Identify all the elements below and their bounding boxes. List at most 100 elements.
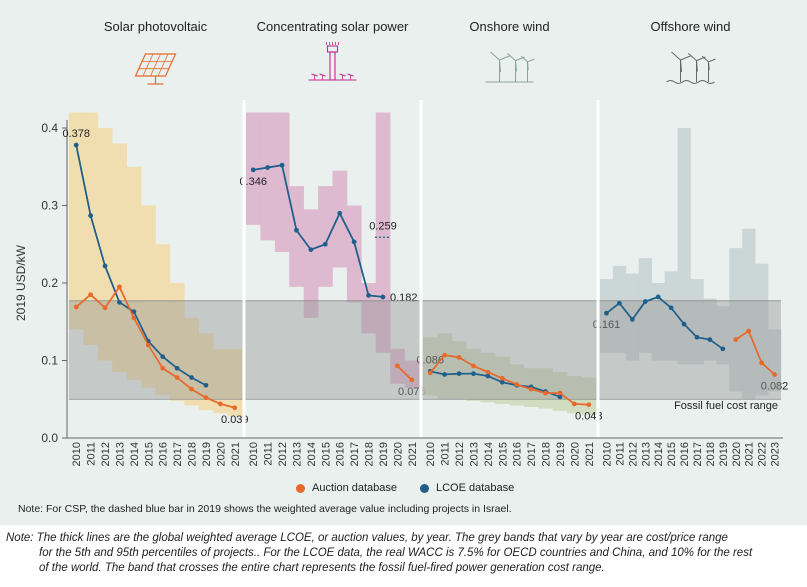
percentile-band-bar [651, 283, 665, 361]
lcoe-point-top [456, 371, 462, 376]
x-tick-label: 2010 [71, 442, 83, 466]
auction-point-top [733, 337, 739, 342]
lcoe-point-top [499, 379, 505, 385]
percentile-band-bar [581, 377, 597, 415]
lcoe-point-top [366, 293, 371, 298]
percentile-band-bar [346, 205, 362, 303]
x-tick-label: 2013 [468, 442, 480, 466]
y-tick-label: 0.4 [41, 121, 58, 135]
x-tick-label: 2014 [653, 442, 665, 466]
percentile-band-bar [600, 279, 614, 353]
lcoe-point-top [630, 317, 635, 322]
x-tick-label: 2018 [364, 442, 376, 466]
percentile-band-bar [112, 143, 127, 373]
percentile-band-bar [141, 205, 156, 388]
x-tick-label: 2015 [497, 442, 509, 466]
fossil-fuel-band [69, 300, 781, 400]
auction-point-top [131, 315, 137, 321]
auction-point-top [471, 363, 476, 369]
x-tick-label: 2012 [627, 442, 639, 466]
lcoe-point-top [174, 365, 180, 371]
y-tick-label: 0.3 [41, 199, 58, 213]
x-tick-label: 2011 [614, 442, 626, 466]
auction-point-top [174, 375, 180, 380]
auction-point-top [528, 386, 534, 392]
percentile-band-bar [612, 265, 627, 353]
x-tick-label: 2022 [757, 442, 769, 466]
x-tick-label: 2023 [770, 442, 782, 466]
percentile-band-bar [423, 337, 438, 396]
lcoe-point-top [102, 263, 108, 269]
x-tick-label: 2016 [335, 442, 347, 466]
x-tick-label: 2019 [201, 442, 213, 466]
solar-panel-icon [134, 53, 177, 85]
x-tick-label: 2018 [187, 442, 199, 466]
auction-point-top [73, 304, 79, 310]
percentile-band-bar [437, 333, 453, 400]
percentile-band-bar [742, 228, 756, 400]
lcoe-point-top [160, 354, 166, 359]
auction-point-top [456, 355, 462, 360]
auction-point-top [759, 360, 764, 366]
value-label: 0.346 [239, 176, 267, 188]
auction-point-top [88, 292, 93, 297]
auction-point-top [117, 284, 122, 290]
percentile-band-bar [538, 368, 554, 409]
y-tick-label: 0.1 [41, 354, 58, 368]
percentile-band-bar [768, 329, 782, 392]
x-tick-label: 2017 [172, 442, 184, 466]
fossil-band-label: Fossil fuel cost range [674, 400, 778, 412]
lcoe-point-top [655, 294, 661, 300]
x-tick-label: 2016 [158, 442, 170, 466]
auction-point-top [189, 386, 194, 392]
percentile-band-bar [198, 333, 214, 411]
x-tick-label: 2013 [291, 442, 303, 466]
csp-note: Note: For CSP, the dashed blue bar in 20… [18, 503, 512, 515]
auction-point-top [485, 369, 491, 375]
auction-point-top [145, 342, 151, 348]
auction-point-top [409, 377, 415, 383]
percentile-band-bar [274, 112, 290, 252]
lcoe-line-top [253, 164, 384, 298]
x-tick-label: 2011 [263, 442, 275, 466]
figure-note-line-2: for the 5th and 95th percentiles of proj… [39, 547, 753, 559]
x-tick-label: 2016 [679, 442, 691, 466]
percentile-band-bar [716, 306, 730, 365]
lcoe-point-top [265, 165, 270, 170]
percentile-band-bar [703, 298, 717, 361]
auction-point-top [499, 376, 505, 381]
percentile-band-bar [677, 128, 691, 365]
auction-line-top [735, 329, 776, 376]
x-tick-label: 2021 [584, 442, 596, 466]
lcoe-point-top [294, 228, 299, 233]
percentile-band-bar [375, 112, 391, 353]
figure-note-line-3: of the world. The band that crosses the … [39, 562, 605, 574]
lcoe-point-top [73, 142, 79, 148]
percentile-band-bar [755, 263, 769, 396]
x-tick-label: 2010 [248, 442, 260, 466]
panel-title: Offshore wind [651, 19, 731, 34]
auction-point-top [232, 405, 238, 411]
auction-point-top [543, 390, 548, 396]
auction-point-top [572, 401, 577, 407]
lcoe-line-top [605, 296, 724, 350]
lcoe-point-top [442, 372, 447, 377]
x-tick-label: 2017 [349, 442, 361, 466]
x-tick-label: 2019 [555, 442, 567, 466]
lcoe-point-top [694, 334, 700, 340]
auction-point-top [746, 328, 751, 334]
lcoe-point-top [250, 167, 256, 173]
panel-title: Onshore wind [469, 19, 549, 34]
percentile-band-bar [332, 170, 348, 268]
auction-point-top [102, 305, 108, 311]
auction-point-top [160, 365, 166, 371]
y-tick-label: 0.2 [41, 276, 58, 290]
csp-tower-icon [308, 42, 357, 81]
onshore-wind-turbine-icon [485, 51, 535, 83]
x-tick-label: 2015 [666, 442, 678, 466]
lcoe-point-top [642, 299, 648, 304]
x-tick-label: 2021 [407, 442, 419, 466]
auction-point-top [395, 363, 400, 369]
